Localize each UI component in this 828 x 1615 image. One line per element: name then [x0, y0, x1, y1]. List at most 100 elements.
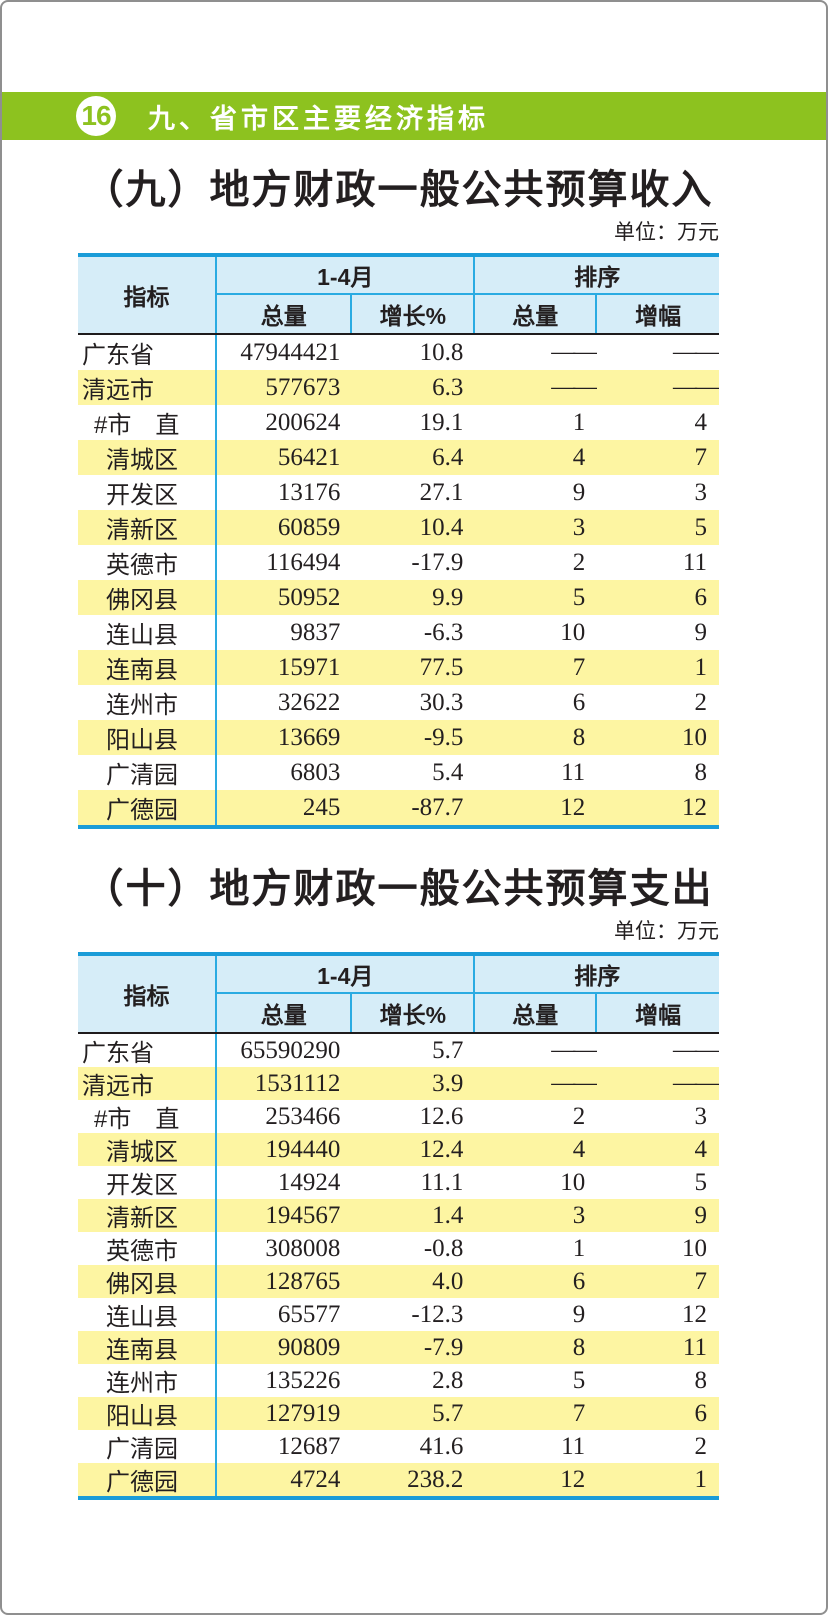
cell-rank-growth: 5: [694, 513, 707, 541]
cell-rank-growth: 8: [694, 1366, 707, 1394]
cell-rank-total: 5: [572, 583, 586, 611]
table-row: 连州市 135226 2.8 5 8: [78, 1364, 719, 1397]
row-label: 开发区: [78, 475, 218, 510]
row-label: #市 直: [78, 1100, 218, 1133]
cell-growth: 12.6: [419, 1102, 464, 1130]
cell-rank-growth: 12: [681, 793, 707, 821]
cell-rank-total: 10: [560, 618, 586, 646]
cell-growth: 5.7: [432, 1399, 464, 1427]
row-label: 清远市: [78, 370, 218, 405]
cell-total: 135226: [265, 1366, 341, 1394]
cell-growth: 1.4: [432, 1201, 464, 1229]
cell-growth: 4.0: [432, 1267, 464, 1295]
table-row: 连山县 9837 -6.3 10 9: [78, 615, 719, 650]
cell-growth: -87.7: [411, 793, 464, 821]
cell-rank-total: 7: [572, 1399, 586, 1427]
table-row: #市 直 200624 19.1 1 4: [78, 405, 719, 440]
row-label: 佛冈县: [78, 1265, 218, 1298]
cell-rank-growth: 2: [694, 1432, 707, 1460]
cell-total: 13176: [277, 478, 341, 506]
table-title: （九）地方财政一般公共预算收入: [83, 168, 714, 212]
row-label: 佛冈县: [78, 580, 218, 615]
table-header: 指标 1-4月 排序 总量 增长% 总量 增幅: [78, 257, 719, 335]
cell-growth: 5.4: [432, 758, 464, 786]
row-label: 连州市: [78, 1364, 218, 1397]
cell-total: 577673: [265, 373, 341, 401]
header-rank-total: 总量: [475, 295, 598, 333]
cell-rank-total: ——: [551, 1037, 597, 1063]
cell-rank-total: 6: [572, 688, 586, 716]
row-label: 广东省: [78, 1034, 218, 1067]
cell-rank-growth: 3: [694, 478, 707, 506]
table-title: （十）地方财政一般公共预算支出: [83, 867, 714, 911]
row-label: 清城区: [78, 1133, 218, 1166]
cell-growth: -17.9: [411, 548, 464, 576]
table-row: 清远市 577673 6.3 —— ——: [78, 370, 719, 405]
row-label: 广清园: [78, 1430, 218, 1463]
table-row: 清城区 56421 6.4 4 7: [78, 440, 719, 475]
cell-growth: 77.5: [419, 653, 464, 681]
cell-growth: 6.4: [432, 443, 464, 471]
cell-rank-total: ——: [551, 374, 597, 400]
table-body: 广东省 47944421 10.8 —— —— 清远市 577673 6.3 —— —— #市 直 2…: [78, 335, 719, 825]
row-label: 清新区: [78, 510, 218, 545]
expenditure-table-section: （十）地方财政一般公共预算支出 单位：万元 指标 1-4月 排序 总量 增长% …: [78, 865, 719, 1500]
table-row: 佛冈县 50952 9.9 5 6: [78, 580, 719, 615]
row-label: 英德市: [78, 1232, 218, 1265]
cell-total: 308008: [265, 1234, 341, 1262]
cell-total: 13669: [277, 723, 341, 751]
cell-total: 60859: [277, 513, 341, 541]
revenue-table: 指标 1-4月 排序 总量 增长% 总量 增幅 广东省 47944421 10.8 —…: [78, 253, 719, 829]
table-row: 英德市 116494 -17.9 2 11: [78, 545, 719, 580]
unit-label: 单位：万元: [614, 221, 719, 244]
cell-rank-total: ——: [551, 339, 597, 365]
row-label: 连山县: [78, 1298, 218, 1331]
cell-rank-growth: 8: [694, 758, 707, 786]
cell-growth: 2.8: [432, 1366, 464, 1394]
header-growth-pct: 增长%: [352, 994, 476, 1032]
cell-rank-growth: 3: [694, 1102, 707, 1130]
cell-rank-total: 11: [561, 758, 586, 786]
table-row: 广清园 6803 5.4 11 8: [78, 755, 719, 790]
cell-rank-total: 8: [572, 1333, 586, 1361]
header-total: 总量: [217, 295, 353, 333]
row-label: 清城区: [78, 440, 218, 475]
table-row: 清新区 60859 10.4 3 5: [78, 510, 719, 545]
header-rank-group: 排序: [475, 956, 719, 994]
row-label: 广清园: [78, 755, 218, 790]
page-content: （九）地方财政一般公共预算收入 单位：万元 指标 1-4月 排序 总量 增长% …: [78, 140, 719, 1500]
header-period-group: 1-4月: [217, 956, 476, 994]
cell-rank-total: 12: [560, 793, 586, 821]
cell-rank-growth: 11: [682, 1333, 707, 1361]
cell-growth: 6.3: [432, 373, 464, 401]
table-row: 广清园 12687 41.6 11 2: [78, 1430, 719, 1463]
table-row: 阳山县 13669 -9.5 8 10: [78, 720, 719, 755]
cell-total: 4724: [290, 1465, 341, 1493]
cell-total: 32622: [277, 688, 341, 716]
cell-rank-growth: 6: [694, 1399, 707, 1427]
row-label: 广东省: [78, 335, 218, 370]
cell-growth: 41.6: [419, 1432, 464, 1460]
row-label: 阳山县: [78, 720, 218, 755]
row-label: 连南县: [78, 650, 218, 685]
table-row: 清城区 194440 12.4 4 4: [78, 1133, 719, 1166]
cell-rank-total: 1: [572, 1234, 586, 1262]
cell-total: 6803: [290, 758, 341, 786]
table-row: #市 直 253466 12.6 2 3: [78, 1100, 719, 1133]
cell-rank-total: 9: [572, 1300, 586, 1328]
cell-growth: 3.9: [432, 1069, 464, 1097]
table-row: 开发区 13176 27.1 9 3: [78, 475, 719, 510]
cell-growth: 30.3: [419, 688, 464, 716]
cell-growth: 12.4: [419, 1135, 464, 1163]
row-label: #市 直: [78, 405, 218, 440]
table-row: 清新区 194567 1.4 3 9: [78, 1199, 719, 1232]
cell-growth: 10.4: [419, 513, 464, 541]
table-header: 指标 1-4月 排序 总量 增长% 总量 增幅: [78, 956, 719, 1034]
header-indicator: 指标: [78, 257, 218, 333]
section-title: 九、省市区主要经济指标: [148, 103, 489, 134]
table-row: 广德园 245 -87.7 12 12: [78, 790, 719, 825]
cell-rank-growth: 9: [694, 1201, 707, 1229]
cell-rank-total: 2: [572, 1102, 586, 1130]
cell-rank-total: 2: [572, 548, 586, 576]
header-period-group: 1-4月: [217, 257, 476, 295]
